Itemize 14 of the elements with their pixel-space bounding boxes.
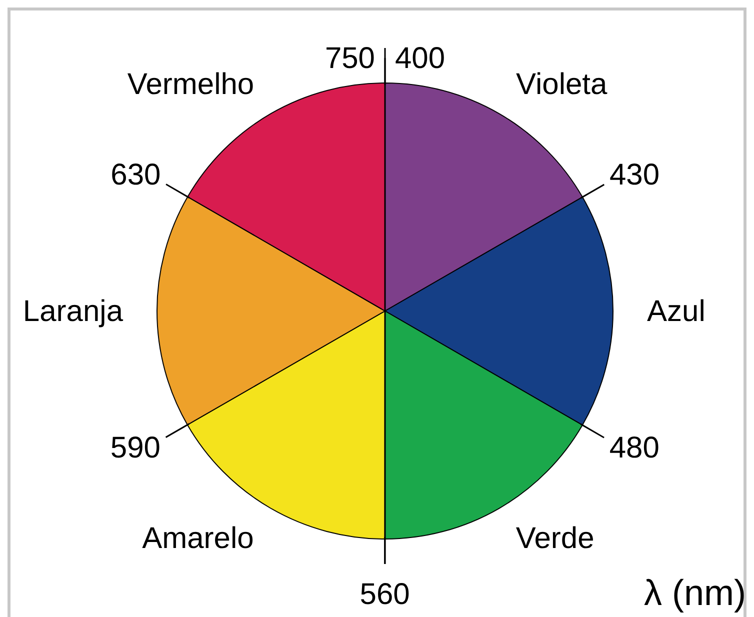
text: 560 — [360, 578, 410, 611]
text: 400 — [395, 42, 446, 75]
slice-label: Amarelo — [142, 522, 254, 555]
slice-label: Vermelho — [127, 68, 254, 102]
text: 480 — [609, 432, 660, 465]
slice-label: Violeta — [516, 68, 608, 102]
text: 430 — [609, 158, 660, 192]
text: 750 — [324, 42, 375, 75]
text: 630 — [110, 158, 161, 192]
slice-label: Laranja — [22, 294, 124, 328]
text: λ (nm) — [644, 572, 746, 613]
text: 590 — [110, 431, 160, 464]
slice-label: Verde — [516, 522, 594, 555]
slice-label: Azul — [647, 295, 706, 328]
